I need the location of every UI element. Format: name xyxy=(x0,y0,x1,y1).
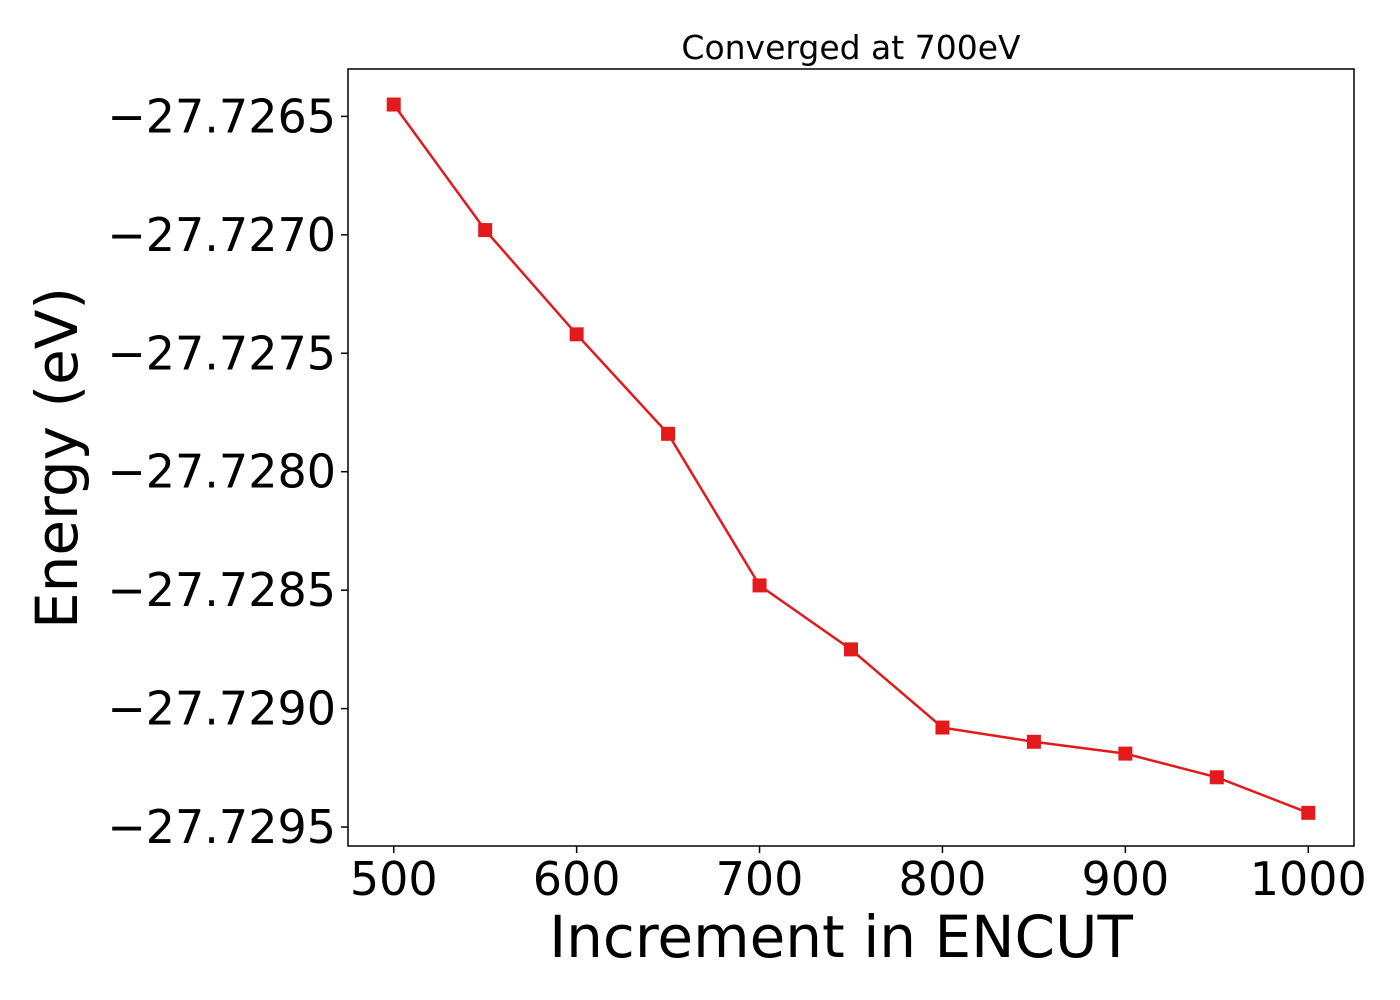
plot-area xyxy=(347,68,1355,847)
x-tick-label: 700 xyxy=(716,852,804,906)
x-tick-label: 900 xyxy=(1081,852,1169,906)
data-point-marker xyxy=(1209,770,1224,785)
y-tick-label: −27.7280 xyxy=(107,445,336,499)
y-tick-label: −27.7270 xyxy=(107,208,336,262)
data-point-marker xyxy=(752,578,767,593)
y-tick-label: −27.7275 xyxy=(107,326,336,380)
data-point-marker xyxy=(661,426,676,441)
x-tick-label: 800 xyxy=(899,852,987,906)
y-tick-label: −27.7295 xyxy=(107,800,336,854)
data-point-marker xyxy=(935,720,950,735)
data-point-marker xyxy=(1026,734,1041,749)
y-tick-label: −27.7285 xyxy=(107,563,336,617)
y-tick-label: −27.7290 xyxy=(107,682,336,736)
y-axis-label: Energy (eV) xyxy=(23,287,91,629)
x-tick-label: 500 xyxy=(350,852,438,906)
x-tick-label: 1000 xyxy=(1250,852,1367,906)
y-axis-ticks: −27.7265 −27.7270 −27.7275 −27.7280 −27.7285… xyxy=(107,89,348,854)
x-axis-label: Increment in ENCUT xyxy=(549,903,1133,971)
series-layer xyxy=(386,97,1316,820)
x-axis-ticks: 500 600 700 800 900 1000 xyxy=(350,846,1367,906)
data-point-marker xyxy=(569,327,584,342)
y-tick-label: −27.7265 xyxy=(107,89,336,143)
data-point-marker xyxy=(478,223,493,238)
x-tick-label: 600 xyxy=(533,852,621,906)
data-point-marker xyxy=(1118,746,1133,761)
data-point-marker xyxy=(386,97,401,112)
data-point-marker xyxy=(844,642,858,657)
data-point-marker xyxy=(1301,805,1316,820)
chart-title: Converged at 700eV xyxy=(681,28,1021,67)
